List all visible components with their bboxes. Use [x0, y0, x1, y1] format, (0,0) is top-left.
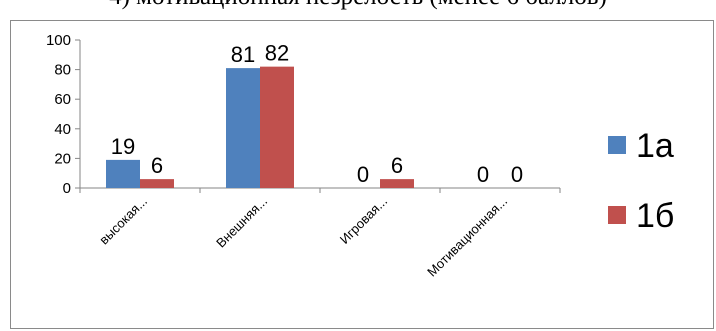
- bar: [140, 179, 174, 188]
- y-tick-label: 100: [46, 32, 71, 49]
- x-category-label: Игровая...: [337, 194, 390, 247]
- legend-label: 1б: [636, 197, 674, 235]
- x-category-label: Мотивационная...: [424, 194, 510, 280]
- data-label: 0: [511, 162, 523, 187]
- legend-label: 1а: [636, 127, 674, 165]
- data-label: 82: [265, 41, 289, 66]
- y-tick-label: 60: [54, 91, 71, 108]
- data-label: 0: [477, 162, 489, 187]
- data-label: 0: [357, 162, 369, 187]
- chart-frame: [10, 20, 714, 329]
- y-tick-label: 20: [54, 150, 71, 167]
- y-tick-label: 80: [54, 62, 71, 79]
- y-tick-label: 40: [54, 121, 71, 138]
- bar: [260, 66, 294, 188]
- y-tick-label: 0: [63, 180, 71, 197]
- x-category-label: Внешняя...: [213, 194, 270, 251]
- data-label: 19: [111, 134, 135, 159]
- x-category-label: высокая...: [96, 194, 150, 248]
- bar: [106, 159, 140, 188]
- bar: [226, 68, 260, 188]
- data-label: 6: [391, 153, 403, 178]
- bar: [380, 179, 414, 188]
- legend-swatch: [608, 136, 626, 154]
- legend-swatch: [608, 206, 626, 224]
- chart-title: 4) мотивационная незрелость (менее 6 бал…: [0, 0, 716, 11]
- data-label: 81: [231, 42, 255, 67]
- data-label: 6: [151, 153, 163, 178]
